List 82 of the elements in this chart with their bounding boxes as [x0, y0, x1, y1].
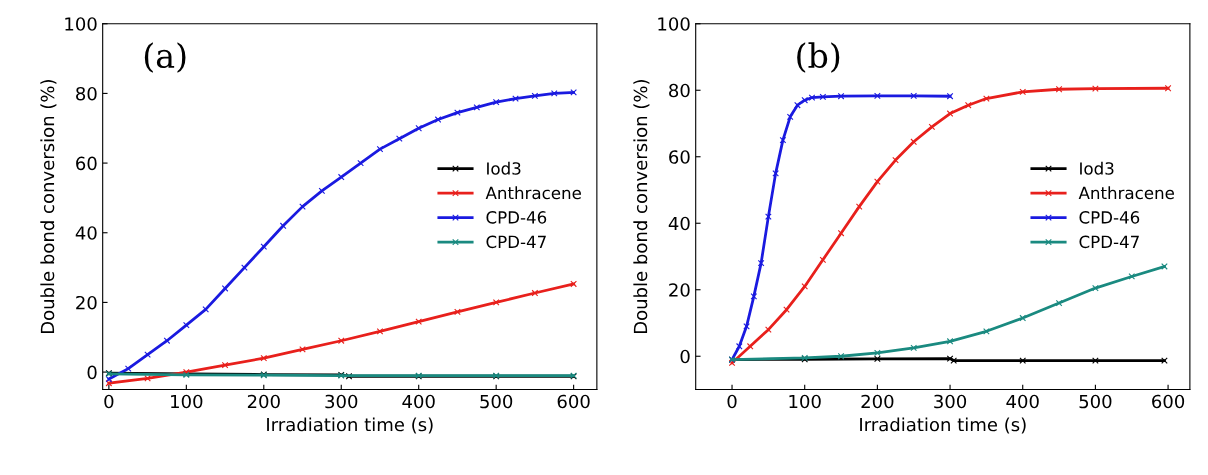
- x-tick-label: 0: [104, 394, 114, 409]
- line-series: [728, 92, 954, 363]
- annotation: (b): [797, 42, 840, 73]
- y-tick-label: 80: [76, 86, 97, 101]
- point: [910, 92, 918, 100]
- point: [946, 110, 954, 117]
- point: [910, 344, 918, 352]
- x-tick-label: 500: [1079, 394, 1112, 409]
- point: [434, 116, 442, 123]
- point: [221, 285, 229, 292]
- x-tick-label: 400: [402, 394, 435, 409]
- y-tick-label: 100: [65, 17, 97, 31]
- point: [946, 92, 954, 100]
- point: [819, 256, 827, 264]
- y-tick-label: 60: [669, 150, 690, 164]
- y-tick-label: 60: [76, 156, 97, 171]
- point: [337, 173, 345, 181]
- point: [786, 113, 794, 121]
- y-tick-label: 20: [669, 283, 690, 297]
- x-tick-label: 600: [1152, 394, 1185, 409]
- y-tick-label: 0: [680, 349, 690, 364]
- point: [260, 354, 268, 362]
- x-tick-label: 400: [1006, 394, 1039, 409]
- point: [1092, 284, 1099, 292]
- x-tick-label: 200: [861, 394, 894, 409]
- y-tick-label: 40: [668, 216, 690, 231]
- x-tick-label: 100: [171, 394, 203, 409]
- x-tick-label: 0: [727, 394, 737, 409]
- point: [750, 293, 758, 300]
- point: [837, 92, 845, 100]
- x-tick-label: 500: [480, 394, 513, 409]
- x-tick-label: 300: [934, 394, 967, 409]
- point: [163, 337, 171, 345]
- y-tick-label: 20: [76, 295, 97, 310]
- y-tick-label: 100: [658, 17, 690, 31]
- y-tick-label: 40: [75, 226, 97, 240]
- point: [1164, 84, 1172, 92]
- point: [492, 299, 500, 306]
- point: [794, 101, 801, 109]
- x-tick-label: 300: [325, 394, 358, 409]
- point: [1019, 314, 1027, 322]
- x-tick-label: 200: [247, 394, 280, 409]
- legend-label: CPD-47: [1079, 235, 1139, 249]
- point: [964, 101, 972, 109]
- x-axis-title: Irradiation time (s): [860, 417, 1026, 434]
- legend-label: CPD-46: [1079, 211, 1140, 224]
- point: [415, 124, 423, 132]
- legend-label: CPD-46: [486, 211, 547, 224]
- legend-label: CPD-47: [486, 235, 546, 249]
- point: [874, 349, 881, 357]
- point: [473, 104, 481, 111]
- point: [454, 308, 461, 316]
- point: [1055, 85, 1063, 93]
- point: [376, 327, 384, 335]
- point: [837, 352, 845, 360]
- point: [874, 92, 881, 100]
- x-tick-label: 600: [557, 394, 590, 409]
- y-axis-title: Double bond conversion (%): [633, 79, 650, 334]
- point: [757, 259, 765, 267]
- y-tick-label: 0: [87, 365, 97, 380]
- point: [337, 337, 345, 345]
- point: [874, 355, 881, 363]
- legend-label: Anthracene: [485, 186, 581, 200]
- point: [801, 96, 809, 104]
- legend-label: Anthracene: [1078, 186, 1174, 200]
- y-tick-label: 80: [669, 83, 690, 98]
- point: [570, 280, 577, 288]
- point: [946, 355, 954, 362]
- point: [837, 229, 845, 237]
- point: [910, 138, 918, 146]
- annotation: (a): [144, 42, 186, 73]
- point: [808, 94, 816, 101]
- x-axis-title: Irradiation time (s): [267, 417, 433, 434]
- x-tick-label: 100: [789, 394, 821, 409]
- point: [946, 337, 954, 345]
- point: [492, 98, 500, 106]
- point: [531, 92, 539, 100]
- point: [1019, 88, 1027, 96]
- y-axis-title: Double bond conversion (%): [40, 79, 57, 334]
- point: [819, 93, 827, 101]
- legend-label: Iod3: [487, 161, 521, 175]
- legend-label: Iod3: [1080, 161, 1114, 175]
